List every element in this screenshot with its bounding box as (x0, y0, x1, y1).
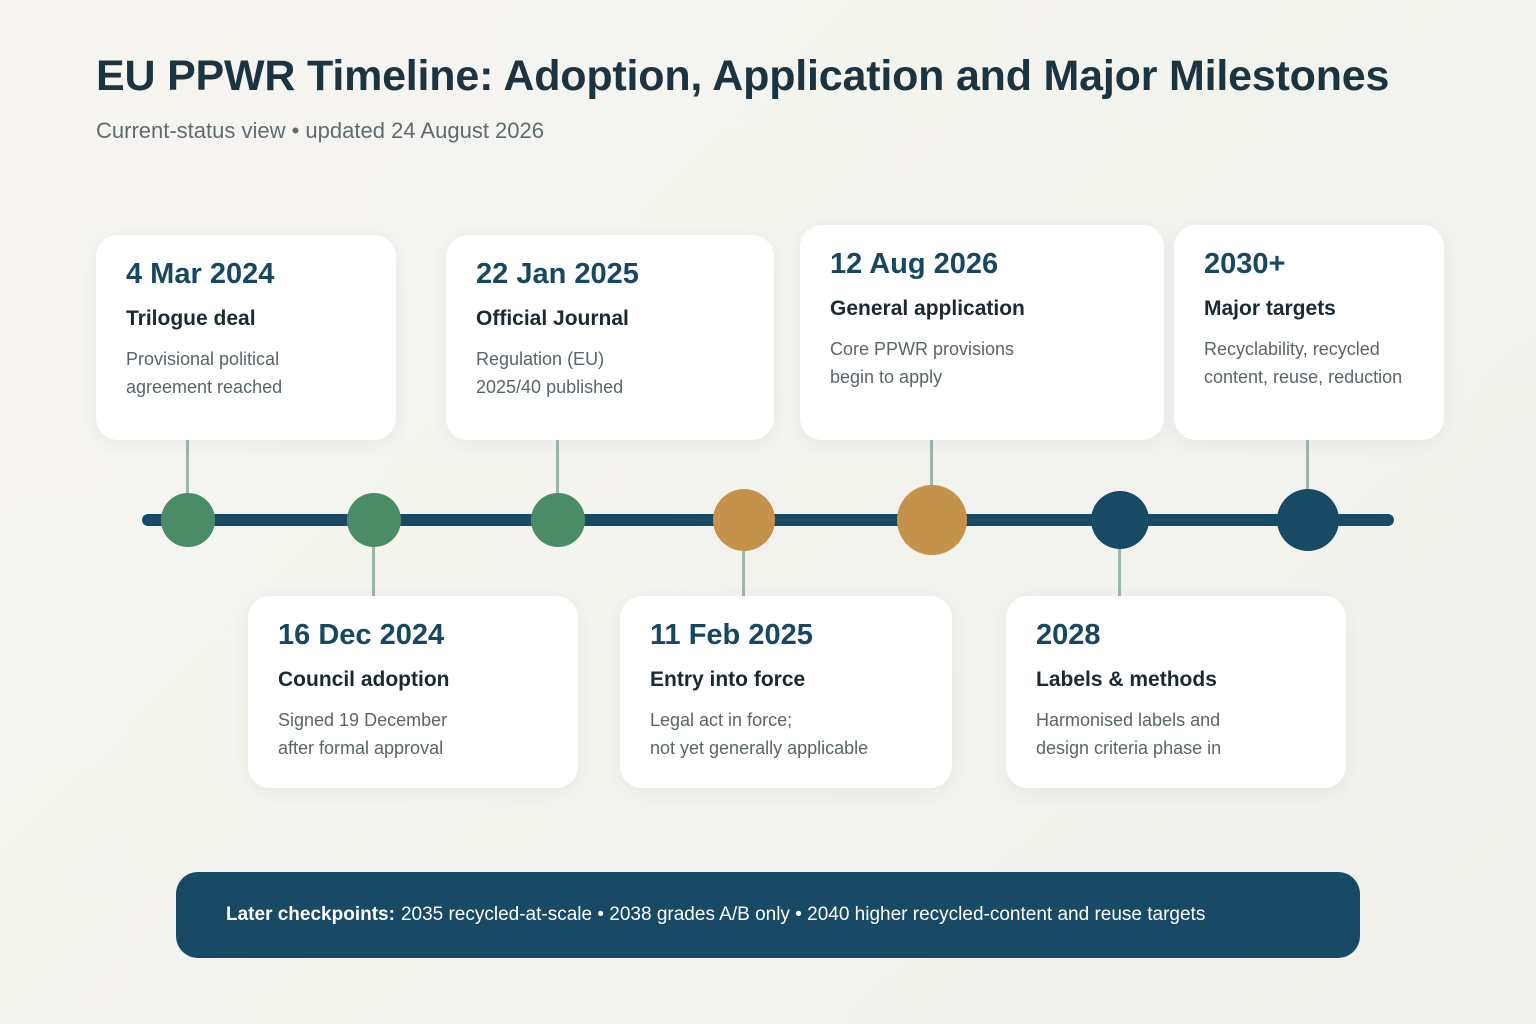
milestone-description: Recyclability, recycled content, reuse, r… (1204, 339, 1403, 387)
milestone-description: Core PPWR provisions begin to apply (830, 339, 1015, 387)
milestone-name: Council adoption (278, 668, 450, 691)
milestone-card-journal: 22 Jan 2025 Official Journal Regulation … (446, 235, 774, 440)
milestone-description: Signed 19 December after formal approval (278, 710, 448, 758)
milestone-date: 2028 (1036, 619, 1101, 651)
milestone-node-journal (531, 493, 585, 547)
milestone-date: 16 Dec 2024 (278, 619, 445, 651)
milestone-date: 11 Feb 2025 (650, 619, 813, 651)
milestone-node-labels (1091, 491, 1149, 549)
milestone-name: General application (830, 297, 1025, 320)
milestone-card-application: 12 Aug 2026 General application Core PPW… (800, 225, 1164, 440)
milestone-node-targets (1277, 489, 1339, 551)
milestone-name: Major targets (1204, 297, 1336, 320)
milestone-description: Legal act in force; not yet generally app… (650, 710, 869, 758)
milestone-name: Labels & methods (1036, 668, 1217, 691)
milestone-card-entry: 11 Feb 2025 Entry into force Legal act i… (620, 596, 952, 788)
page-subtitle: Current-status view • updated 24 August … (96, 118, 544, 143)
page-title: EU PPWR Timeline: Adoption, Application … (96, 52, 1390, 100)
connector-line (742, 548, 745, 596)
milestone-card-labels: 2028 Labels & methods Harmonised labels … (1006, 596, 1346, 788)
milestone-date: 22 Jan 2025 (476, 258, 639, 290)
connector-line (186, 440, 189, 496)
connector-line (372, 544, 375, 596)
milestone-description: Harmonised labels and design criteria pha… (1036, 710, 1222, 758)
milestone-date: 4 Mar 2024 (126, 258, 275, 290)
banner-text: 2035 recycled-at-scale • 2038 grades A/B… (400, 904, 1206, 925)
milestone-description: Provisional political agreement reached (126, 349, 283, 397)
later-checkpoints-banner: Later checkpoints: 2035 recycled-at-scal… (176, 872, 1360, 958)
connector-line (1306, 440, 1309, 492)
milestone-name: Trilogue deal (126, 307, 256, 330)
milestone-description: Regulation (EU) 2025/40 published (476, 349, 624, 397)
milestone-node-application (897, 485, 967, 555)
milestone-card-targets: 2030+ Major targets Recyclability, recyc… (1174, 225, 1444, 440)
connector-line (930, 440, 933, 488)
connector-line (556, 440, 559, 496)
banner-label: Later checkpoints: (226, 904, 395, 925)
milestone-node-council (347, 493, 401, 547)
milestone-card-council: 16 Dec 2024 Council adoption Signed 19 D… (248, 596, 578, 788)
milestone-name: Official Journal (476, 307, 629, 330)
milestone-card-trilogue: 4 Mar 2024 Trilogue deal Provisional pol… (96, 235, 396, 440)
connector-line (1118, 546, 1121, 596)
milestone-node-entry (713, 489, 775, 551)
milestone-date: 2030+ (1204, 248, 1286, 280)
milestone-name: Entry into force (650, 668, 806, 691)
milestone-node-trilogue (161, 493, 215, 547)
milestone-date: 12 Aug 2026 (830, 248, 999, 280)
